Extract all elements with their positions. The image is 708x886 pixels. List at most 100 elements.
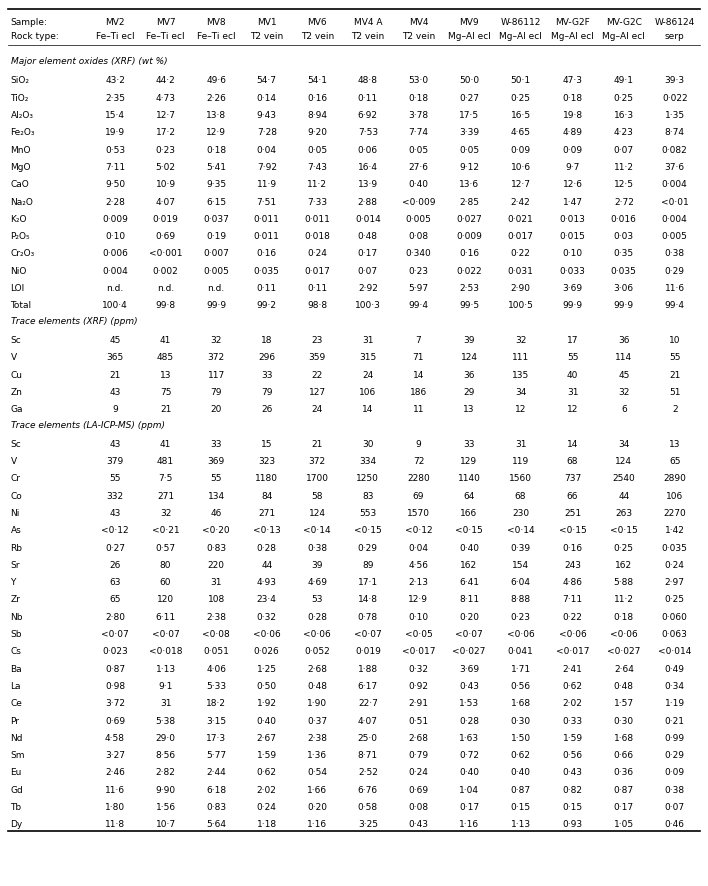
Text: n.d.: n.d.: [207, 284, 224, 292]
Text: 79: 79: [261, 387, 273, 396]
Text: 0·18: 0·18: [562, 94, 583, 103]
Text: 0·99: 0·99: [665, 733, 685, 742]
Text: 9: 9: [416, 439, 421, 448]
Text: Sm: Sm: [11, 750, 25, 759]
Text: 13: 13: [669, 439, 680, 448]
Text: 24: 24: [312, 405, 323, 414]
Text: 1·57: 1·57: [614, 698, 634, 707]
Text: 99·2: 99·2: [257, 301, 277, 310]
Text: 1·05: 1·05: [614, 820, 634, 828]
Text: 0·011: 0·011: [253, 232, 280, 241]
Text: 2270: 2270: [663, 509, 686, 517]
Text: 0·48: 0·48: [614, 681, 634, 690]
Text: 5·64: 5·64: [206, 820, 226, 828]
Text: 2·02: 2·02: [563, 698, 583, 707]
Text: 0·009: 0·009: [456, 232, 482, 241]
Text: 2·85: 2·85: [459, 198, 479, 206]
Text: 296: 296: [258, 353, 275, 361]
Text: 0·56: 0·56: [562, 750, 583, 759]
Text: 0·009: 0·009: [102, 214, 128, 223]
Text: 162: 162: [460, 560, 478, 569]
Text: 0·24: 0·24: [409, 767, 428, 776]
Text: 0·50: 0·50: [257, 681, 277, 690]
Text: 0·25: 0·25: [665, 595, 685, 603]
Text: 1·13: 1·13: [156, 664, 176, 672]
Text: 9·43: 9·43: [257, 111, 277, 120]
Text: 1140: 1140: [457, 474, 481, 483]
Text: 18: 18: [261, 336, 273, 345]
Text: 0·34: 0·34: [665, 681, 685, 690]
Text: 16·3: 16·3: [614, 111, 634, 120]
Text: 26: 26: [109, 560, 120, 569]
Text: 5·97: 5·97: [409, 284, 428, 292]
Text: 0·23: 0·23: [409, 267, 428, 276]
Text: 46: 46: [210, 509, 222, 517]
Text: As: As: [11, 525, 21, 534]
Text: 124: 124: [460, 353, 477, 361]
Text: 0·83: 0·83: [206, 543, 227, 552]
Text: 43: 43: [109, 509, 120, 517]
Text: 17·2: 17·2: [156, 128, 176, 137]
Text: 553: 553: [359, 509, 377, 517]
Text: <0·14: <0·14: [507, 525, 535, 534]
Text: 315: 315: [359, 353, 377, 361]
Text: <0·027: <0·027: [452, 647, 486, 656]
Text: 24: 24: [362, 370, 374, 379]
Text: <0·12: <0·12: [404, 525, 432, 534]
Text: n.d.: n.d.: [106, 284, 124, 292]
Text: 0·28: 0·28: [307, 612, 327, 621]
Text: 359: 359: [309, 353, 326, 361]
Text: 11·2: 11·2: [614, 595, 634, 603]
Text: 0·62: 0·62: [257, 767, 277, 776]
Text: 7·11: 7·11: [562, 595, 583, 603]
Text: <0·06: <0·06: [507, 629, 535, 638]
Text: 0·40: 0·40: [409, 180, 428, 189]
Text: 65: 65: [109, 595, 121, 603]
Text: 0·019: 0·019: [153, 214, 178, 223]
Text: 10: 10: [669, 336, 680, 345]
Text: 0·006: 0·006: [102, 249, 128, 258]
Text: 4·86: 4·86: [563, 578, 583, 587]
Text: 33: 33: [261, 370, 273, 379]
Text: 13: 13: [160, 370, 171, 379]
Text: LOI: LOI: [11, 284, 25, 292]
Text: 16·4: 16·4: [358, 163, 378, 172]
Text: 0·019: 0·019: [355, 647, 381, 656]
Text: 0·98: 0·98: [105, 681, 125, 690]
Text: 55: 55: [210, 474, 222, 483]
Text: 271: 271: [258, 509, 275, 517]
Text: 8·74: 8·74: [665, 128, 685, 137]
Text: 5·38: 5·38: [156, 716, 176, 725]
Text: 0·87: 0·87: [105, 664, 125, 672]
Text: 6·92: 6·92: [358, 111, 378, 120]
Text: 3·69: 3·69: [459, 664, 479, 672]
Text: 1·53: 1·53: [459, 698, 479, 707]
Text: 14: 14: [567, 439, 578, 448]
Text: 7·53: 7·53: [358, 128, 378, 137]
Text: 32: 32: [210, 336, 222, 345]
Text: 69: 69: [413, 491, 424, 500]
Text: 0·16: 0·16: [459, 249, 479, 258]
Text: 0·15: 0·15: [562, 802, 583, 811]
Text: 0·69: 0·69: [156, 232, 176, 241]
Text: 30: 30: [362, 439, 374, 448]
Text: 0·005: 0·005: [662, 232, 687, 241]
Text: 1·42: 1·42: [665, 525, 685, 534]
Text: 0·11: 0·11: [257, 284, 277, 292]
Text: 11·8: 11·8: [105, 820, 125, 828]
Text: W-86124: W-86124: [655, 18, 695, 27]
Text: 0·11: 0·11: [307, 284, 327, 292]
Text: Zr: Zr: [11, 595, 21, 603]
Text: 1·16: 1·16: [459, 820, 479, 828]
Text: 0·92: 0·92: [409, 681, 428, 690]
Text: 1570: 1570: [407, 509, 430, 517]
Text: 9: 9: [112, 405, 118, 414]
Text: 1·13: 1·13: [510, 820, 531, 828]
Text: 2·44: 2·44: [206, 767, 226, 776]
Text: 13·9: 13·9: [358, 180, 378, 189]
Text: <0·06: <0·06: [559, 629, 586, 638]
Text: Mg–Al ecl: Mg–Al ecl: [499, 32, 542, 42]
Text: 0·25: 0·25: [510, 94, 530, 103]
Text: Zn: Zn: [11, 387, 23, 396]
Text: 0·14: 0·14: [257, 94, 277, 103]
